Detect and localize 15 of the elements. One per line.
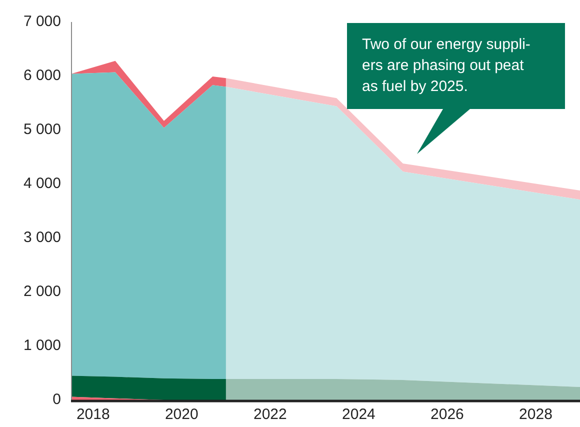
x-tick-label: 2020 xyxy=(164,406,198,424)
y-tick-label: 1 000 xyxy=(23,337,61,354)
annotation: Two of our energy suppli- ers are phasing out peat as fuel by 2025. xyxy=(347,23,565,109)
y-tick-label: 2 000 xyxy=(23,283,61,300)
x-tick-label: 2024 xyxy=(342,406,376,424)
y-tick-label: 3 000 xyxy=(23,229,61,246)
y-tick-label: 5 000 xyxy=(23,121,61,138)
x-tick-label: 2018 xyxy=(76,406,110,424)
y-tick-label: 4 000 xyxy=(23,175,61,192)
y-tick-label: 7 000 xyxy=(23,13,61,30)
y-tick-label: 0 xyxy=(52,391,61,408)
x-tick-label: 2022 xyxy=(253,406,287,424)
x-tick-label: 2026 xyxy=(430,406,464,424)
x-tick-label: 2028 xyxy=(519,406,552,424)
y-tick-label: 6 000 xyxy=(23,67,61,84)
